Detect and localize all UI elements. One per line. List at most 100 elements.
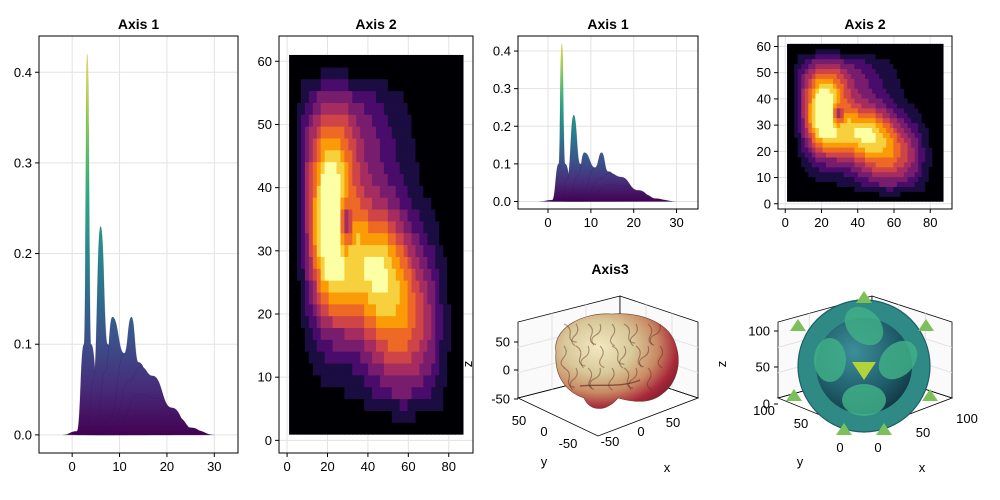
contour-lobe [842, 384, 886, 416]
y-tick-label: 0.2 [493, 119, 511, 134]
z-tick-label: -50 [491, 392, 510, 407]
z-tick-label: 100 [748, 324, 770, 339]
x-tick-label: 0 [782, 215, 789, 230]
y-tick-label: 0 [265, 433, 272, 448]
y-tick-label: 100 [753, 403, 775, 418]
corner-spike [786, 389, 802, 401]
plot-axis1-right: Axis 1 0 10 20 30 0.0 0.1 0.2 0.3 0.4 [493, 16, 699, 230]
axis-frame [278, 35, 474, 454]
z-tick-label: 0 [503, 363, 510, 378]
contour-lobe [878, 340, 918, 380]
y-tick-label: 40 [757, 91, 771, 106]
brain-sulcus [579, 379, 641, 387]
x-tick-label: 30 [207, 459, 221, 474]
z-tick-label: 50 [496, 335, 510, 350]
x-axis-label: x [919, 460, 926, 475]
x-tick-label: 60 [401, 459, 415, 474]
x-tick-label: 20 [814, 215, 828, 230]
corner-spike [856, 291, 872, 303]
z-tick-label: 0 [763, 397, 770, 412]
contour-field [787, 43, 944, 202]
y-tick-label: 0.4 [493, 44, 511, 59]
y-tick-label: 10 [757, 170, 771, 185]
y-tick-label: 0.4 [14, 65, 32, 80]
x-tick-label: 20 [626, 215, 640, 230]
x-tick-label: -50 [601, 434, 620, 449]
x-tick-label: 20 [160, 459, 174, 474]
x-tick-label: 0 [874, 440, 881, 455]
x-tick-label: 60 [887, 215, 901, 230]
y-tick-label: -50 [559, 436, 578, 451]
contour-field [289, 54, 464, 435]
axis-title: Axis 2 [355, 16, 396, 32]
y-tick-label: 60 [757, 39, 771, 54]
axis-title: Axis 1 [118, 16, 159, 32]
x-tick-label: 80 [442, 459, 456, 474]
x-tick-label: 40 [851, 215, 865, 230]
x-tick-label: 50 [916, 425, 930, 440]
y-axis-label: y [797, 454, 804, 469]
y-tick-label: 30 [757, 118, 771, 133]
y-tick-label: 30 [258, 243, 272, 258]
axis-frame [38, 35, 239, 454]
brain-folds [560, 323, 664, 391]
x-tick-label: 10 [584, 215, 598, 230]
axis-title: Axis 1 [587, 16, 628, 32]
axis-title: Axis 2 [844, 16, 885, 32]
center-facet [852, 362, 876, 380]
x-tick-label: 30 [669, 215, 683, 230]
x-tick-label: 0 [69, 459, 76, 474]
y-tick-label: 0.1 [14, 337, 32, 352]
y-tick-label: 0.0 [493, 194, 511, 209]
y-tick-label: 0.2 [14, 246, 32, 261]
axis-title: Axis3 [591, 261, 629, 277]
y-tick-label: 50 [258, 117, 272, 132]
z-axis-label: z [460, 361, 475, 368]
x-tick-label: 0 [544, 215, 551, 230]
axis-frame [777, 35, 953, 210]
plot-axis1-left: Axis 1 0 10 20 30 0.0 0.1 0.2 0.3 0.4 [14, 16, 239, 474]
density-series-6 [569, 184, 677, 202]
y-tick-label: 0.3 [493, 81, 511, 96]
x-axis-label: x [664, 460, 671, 475]
contour-lobe [844, 306, 884, 346]
plot-axis2-right: Axis 2 0 20 40 60 80 0 10 20 30 40 50 60 [757, 16, 953, 230]
corner-spike [876, 423, 892, 435]
y-tick-label: 0.3 [14, 155, 32, 170]
corner-spike [918, 319, 934, 331]
y-tick-label: 40 [258, 180, 272, 195]
y-tick-label: 0.1 [493, 156, 511, 171]
y-tick-label: 50 [512, 413, 526, 428]
z-tick-label: 50 [756, 360, 770, 375]
y-tick-label: 50 [757, 65, 771, 80]
y-tick-label: 50 [794, 416, 808, 431]
x-tick-label: 20 [320, 459, 334, 474]
y-tick-label: 20 [757, 144, 771, 159]
y-tick-label: 0.0 [14, 427, 32, 442]
corner-spike [836, 423, 852, 435]
x-tick-label: 10 [112, 459, 126, 474]
x-tick-label: 0 [283, 459, 290, 474]
y-tick-label: 0 [540, 424, 547, 439]
x-tick-label: 80 [923, 215, 937, 230]
plot-axis2-left: Axis 2 0 20 40 60 80 0 10 20 30 40 50 60 [258, 16, 474, 474]
corner-spike [790, 319, 806, 331]
density-series-6 [95, 393, 215, 436]
y-tick-label: 0 [764, 196, 771, 211]
brain-mesh [555, 313, 679, 409]
x-tick-label: 50 [666, 415, 680, 430]
contour-lobe [814, 338, 846, 382]
x-tick-label: 0 [637, 424, 644, 439]
x-tick-label: 100 [956, 411, 978, 426]
z-axis-label: z [714, 361, 729, 368]
y-axis-label: y [541, 454, 548, 469]
y-tick-label: 0 [836, 440, 843, 455]
y-tick-label: 60 [258, 54, 272, 69]
y-tick-label: 20 [258, 307, 272, 322]
corner-spike [922, 389, 938, 401]
axis-frame [517, 35, 699, 210]
x-tick-label: 40 [361, 459, 375, 474]
